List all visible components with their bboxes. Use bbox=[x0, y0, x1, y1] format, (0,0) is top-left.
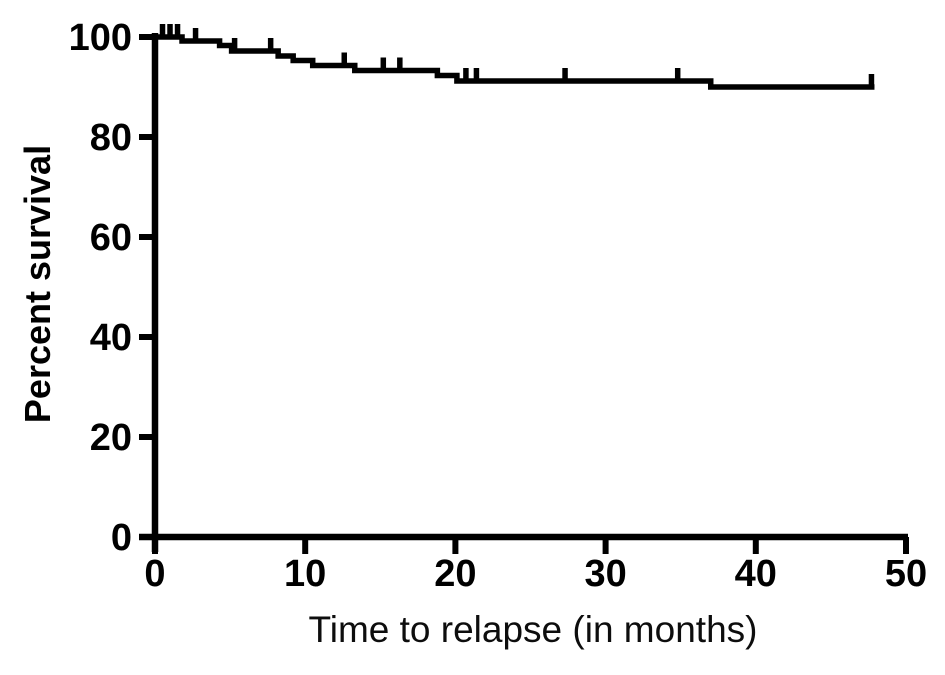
x-tick-label: 30 bbox=[584, 553, 626, 595]
y-tick-label: 100 bbox=[69, 17, 132, 59]
x-tick-label: 20 bbox=[434, 553, 476, 595]
y-tick-label: 80 bbox=[90, 117, 132, 159]
survival-curve bbox=[155, 34, 875, 90]
y-tick-label: 20 bbox=[90, 417, 132, 459]
x-tick-label: 10 bbox=[284, 553, 326, 595]
x-tick-label: 40 bbox=[735, 553, 777, 595]
x-tick-label: 50 bbox=[885, 553, 927, 595]
y-tick-label: 60 bbox=[90, 217, 132, 259]
y-tick-label: 40 bbox=[90, 317, 132, 359]
x-tick-label: 0 bbox=[144, 553, 165, 595]
x-axis-title: Time to relapse (in months) bbox=[308, 609, 758, 650]
y-tick-label: 0 bbox=[111, 517, 132, 559]
